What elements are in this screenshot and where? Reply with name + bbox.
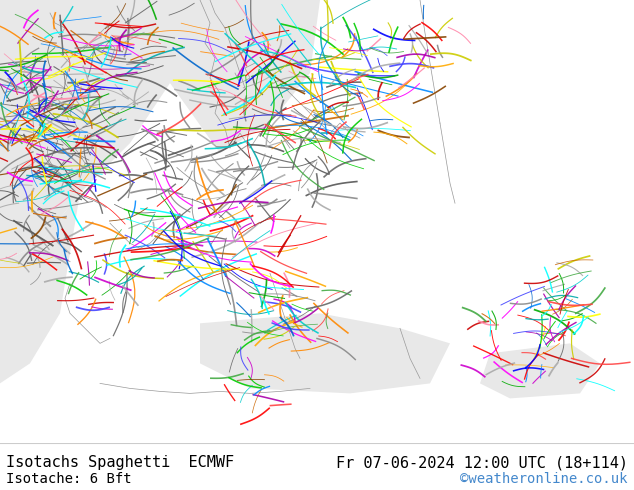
Text: Isotachs Spaghetti  ECMWF: Isotachs Spaghetti ECMWF <box>6 455 235 470</box>
Text: Fr 07-06-2024 12:00 UTC (18+114): Fr 07-06-2024 12:00 UTC (18+114) <box>335 455 628 470</box>
Polygon shape <box>0 0 170 263</box>
Polygon shape <box>170 0 320 153</box>
Text: Isotache: 6 Bft: Isotache: 6 Bft <box>6 472 132 486</box>
Polygon shape <box>480 343 600 398</box>
Polygon shape <box>0 193 80 383</box>
Polygon shape <box>200 313 450 393</box>
Text: ©weatheronline.co.uk: ©weatheronline.co.uk <box>460 472 628 486</box>
